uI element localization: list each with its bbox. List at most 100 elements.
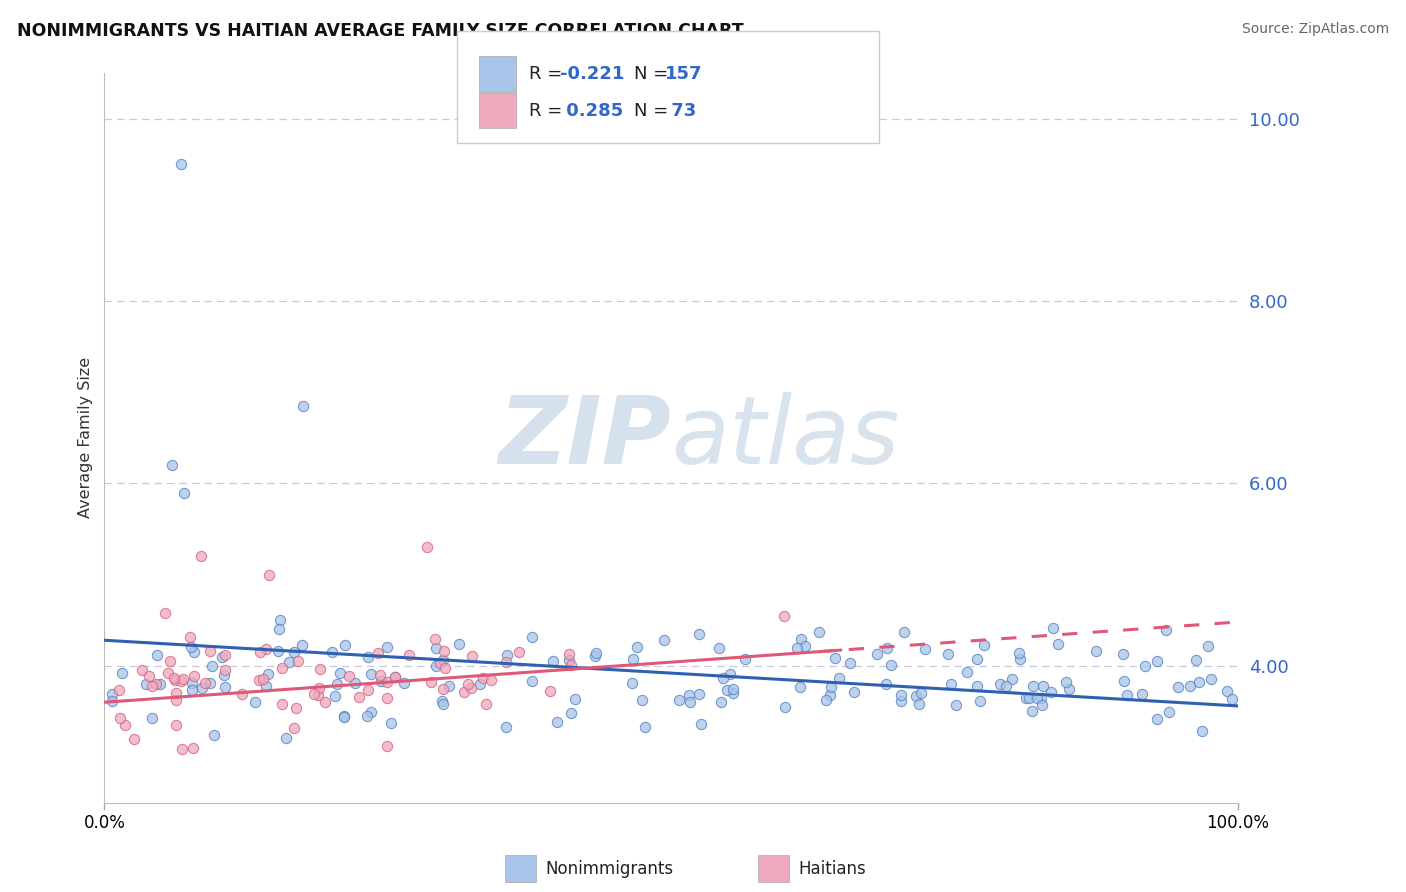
Point <box>356 709 378 723</box>
Point <box>1008 646 1031 660</box>
Point <box>181 675 204 690</box>
Point <box>380 716 402 731</box>
Point <box>398 648 420 662</box>
Point <box>495 656 517 670</box>
Point <box>1032 679 1054 693</box>
Text: Source: ZipAtlas.com: Source: ZipAtlas.com <box>1241 22 1389 37</box>
Point <box>212 668 235 682</box>
Point <box>1222 692 1244 706</box>
Point <box>423 632 446 646</box>
Point <box>138 669 160 683</box>
Point <box>560 657 582 672</box>
Point <box>1001 672 1024 686</box>
Point <box>307 688 329 702</box>
Text: atlas: atlas <box>671 392 900 483</box>
Point <box>668 693 690 707</box>
Point <box>291 399 314 413</box>
Point <box>200 676 222 690</box>
Point <box>360 705 382 719</box>
Point <box>583 649 606 664</box>
Point <box>375 640 398 654</box>
Point <box>1133 659 1156 673</box>
Point <box>425 659 447 673</box>
Point <box>1046 637 1069 651</box>
Point <box>194 676 217 690</box>
Point <box>308 681 330 695</box>
Point <box>793 640 815 654</box>
Point <box>146 648 169 662</box>
Point <box>876 641 898 656</box>
Point <box>247 673 270 687</box>
Point <box>429 657 451 671</box>
Point <box>1157 705 1180 719</box>
Point <box>1022 679 1045 693</box>
Point <box>172 672 194 686</box>
Point <box>278 656 301 670</box>
Point <box>654 632 676 647</box>
Point <box>1031 698 1053 712</box>
Point <box>291 638 314 652</box>
Point <box>329 666 352 681</box>
Point <box>214 680 236 694</box>
Point <box>907 697 929 711</box>
Point <box>734 651 756 665</box>
Point <box>789 680 811 694</box>
Point <box>1146 712 1168 726</box>
Point <box>314 695 336 709</box>
Point <box>560 706 582 721</box>
Point <box>165 673 187 687</box>
Point <box>141 679 163 693</box>
Point <box>145 677 167 691</box>
Point <box>520 630 543 644</box>
Point <box>633 720 655 734</box>
Point <box>173 485 195 500</box>
Text: Haitians: Haitians <box>799 860 866 878</box>
Text: N =: N = <box>634 102 673 120</box>
Point <box>179 630 201 644</box>
Point <box>111 666 134 681</box>
Point <box>818 688 841 702</box>
Text: -0.221: -0.221 <box>560 65 624 83</box>
Point <box>678 688 700 702</box>
Point <box>1115 688 1137 702</box>
Text: ZIP: ZIP <box>498 392 671 483</box>
Point <box>447 637 470 651</box>
Point <box>718 667 741 681</box>
Point <box>308 663 330 677</box>
Point <box>326 677 349 691</box>
Point <box>1185 653 1208 667</box>
Point <box>1015 691 1038 706</box>
Point <box>631 692 654 706</box>
Point <box>716 682 738 697</box>
Point <box>245 695 267 709</box>
Point <box>808 625 831 640</box>
Point <box>893 625 915 640</box>
Point <box>988 677 1011 691</box>
Point <box>936 647 959 661</box>
Point <box>284 700 307 714</box>
Point <box>721 686 744 700</box>
Point <box>432 681 454 696</box>
Point <box>1199 673 1222 687</box>
Point <box>1029 690 1052 705</box>
Point <box>1018 690 1040 705</box>
Point <box>267 622 290 636</box>
Point <box>344 675 367 690</box>
Point <box>377 675 399 690</box>
Point <box>165 686 187 700</box>
Point <box>538 684 561 698</box>
Point <box>321 645 343 659</box>
Point <box>1025 690 1047 705</box>
Point <box>945 698 967 713</box>
Point <box>157 665 180 680</box>
Point <box>520 674 543 689</box>
Point <box>973 638 995 652</box>
Point <box>432 698 454 712</box>
Point <box>367 646 389 660</box>
Point <box>688 626 710 640</box>
Point <box>713 671 735 685</box>
Point <box>333 638 356 652</box>
Point <box>508 644 530 658</box>
Point <box>1112 647 1135 661</box>
Point <box>419 675 441 690</box>
